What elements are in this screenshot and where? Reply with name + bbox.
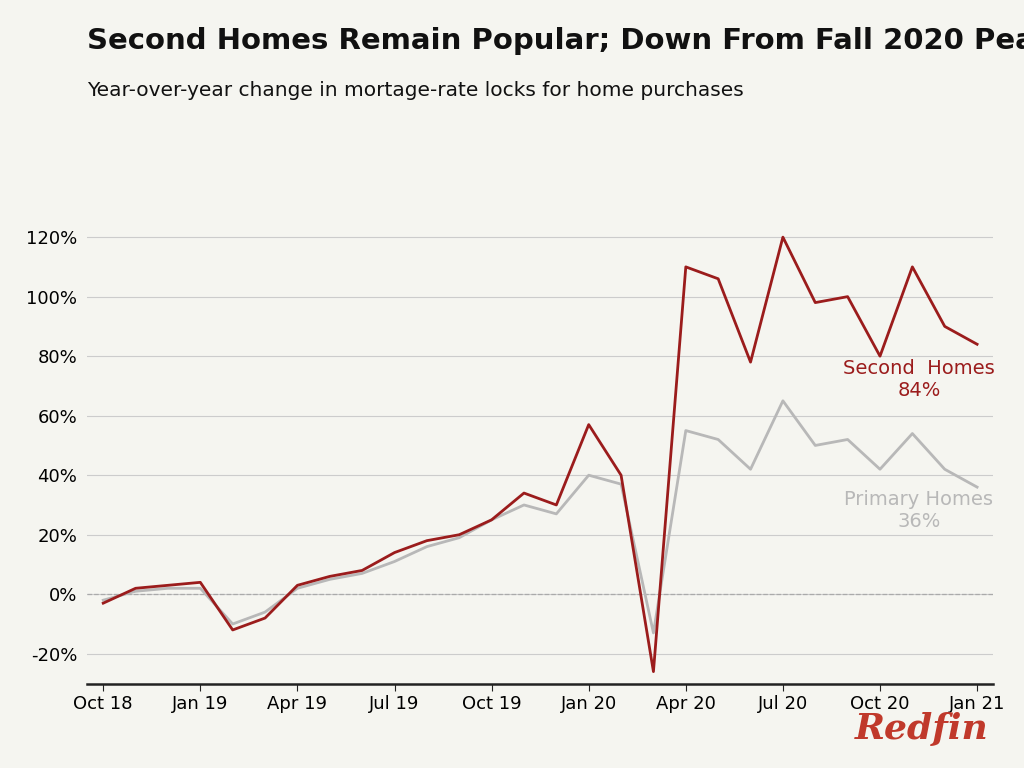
Text: Year-over-year change in mortage-rate locks for home purchases: Year-over-year change in mortage-rate lo… <box>87 81 743 100</box>
Text: Second  Homes
84%: Second Homes 84% <box>843 359 994 400</box>
Text: Redfin: Redfin <box>854 713 988 746</box>
Text: Second Homes Remain Popular; Down From Fall 2020 Peak: Second Homes Remain Popular; Down From F… <box>87 27 1024 55</box>
Text: Primary Homes
36%: Primary Homes 36% <box>845 491 993 531</box>
